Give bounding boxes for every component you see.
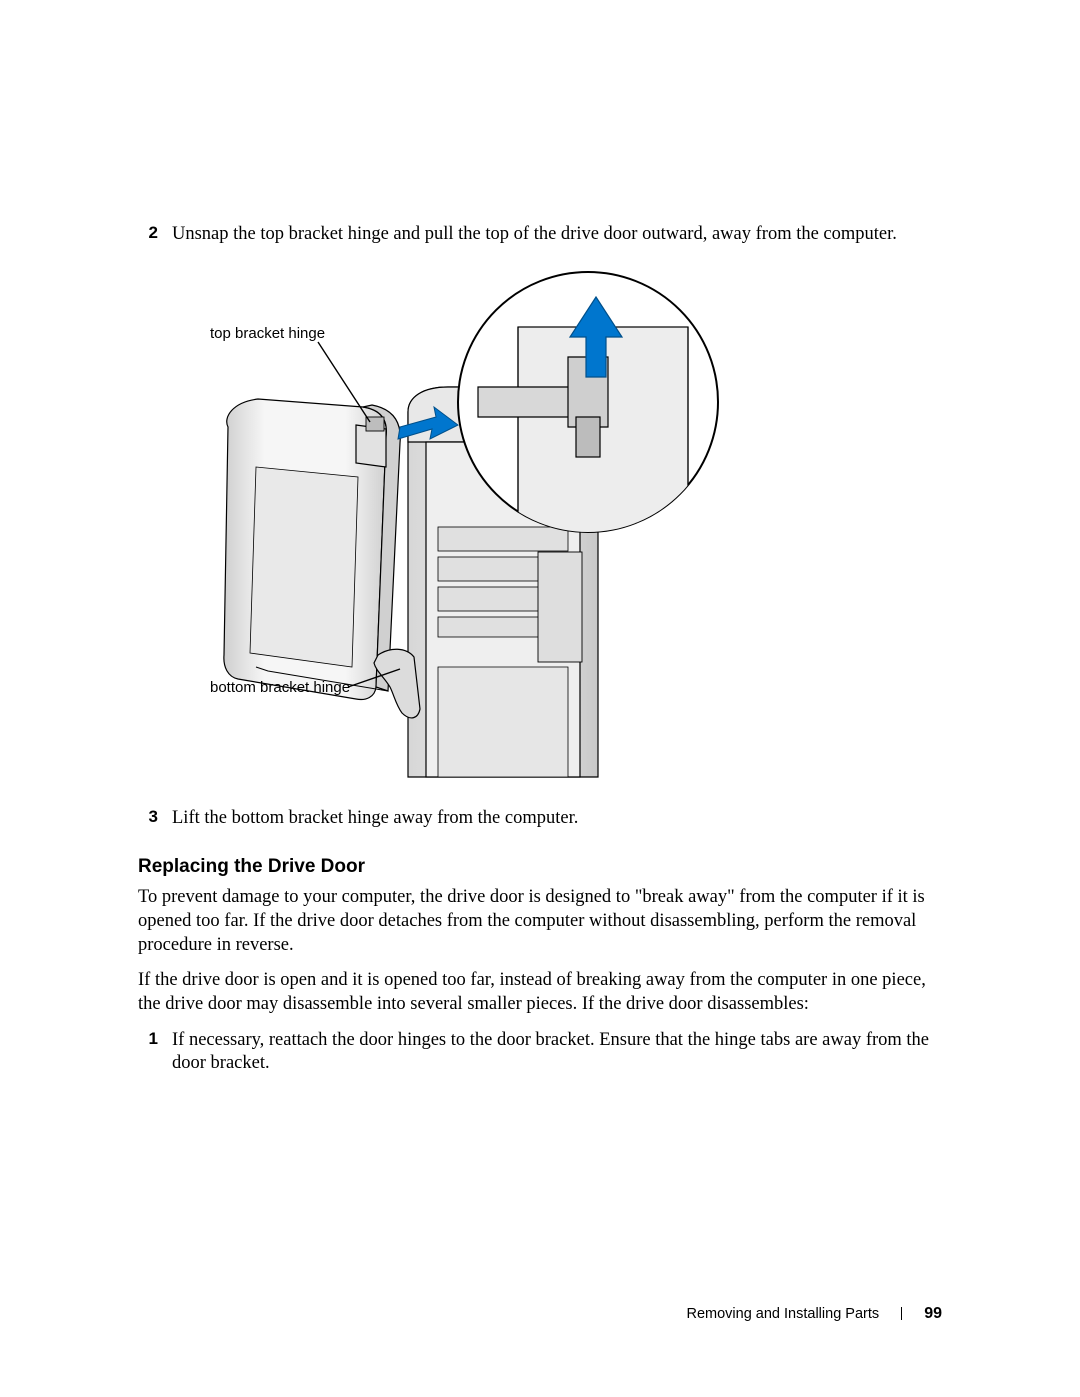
step-text: Lift the bottom bracket hinge away from … (172, 807, 948, 831)
section-heading: Replacing the Drive Door (138, 856, 948, 878)
paragraph-1: To prevent damage to your computer, the … (138, 886, 948, 957)
step-text: Unsnap the top bracket hinge and pull th… (172, 223, 948, 247)
step-3: 3 Lift the bottom bracket hinge away fro… (138, 807, 948, 831)
step-number: 2 (138, 223, 172, 247)
drive-door-figure: top bracket hinge bottom bracket hinge (138, 267, 948, 787)
figure-illustration (138, 267, 948, 787)
footer-page-number: 99 (924, 1305, 942, 1322)
callout-bottom-bracket-hinge: bottom bracket hinge (210, 679, 350, 696)
step-2: 2 Unsnap the top bracket hinge and pull … (138, 223, 948, 247)
step-1-bottom: 1 If necessary, reattach the door hinges… (138, 1029, 948, 1076)
page-footer: Removing and Installing Parts 99 (687, 1305, 943, 1323)
paragraph-2: If the drive door is open and it is open… (138, 969, 948, 1016)
step-text: If necessary, reattach the door hinges t… (172, 1029, 948, 1076)
step-number: 3 (138, 807, 172, 831)
footer-separator (901, 1307, 902, 1320)
step-number: 1 (138, 1029, 172, 1076)
callout-top-bracket-hinge: top bracket hinge (210, 325, 325, 342)
page-content: 2 Unsnap the top bracket hinge and pull … (138, 223, 948, 1090)
footer-section: Removing and Installing Parts (687, 1306, 880, 1322)
